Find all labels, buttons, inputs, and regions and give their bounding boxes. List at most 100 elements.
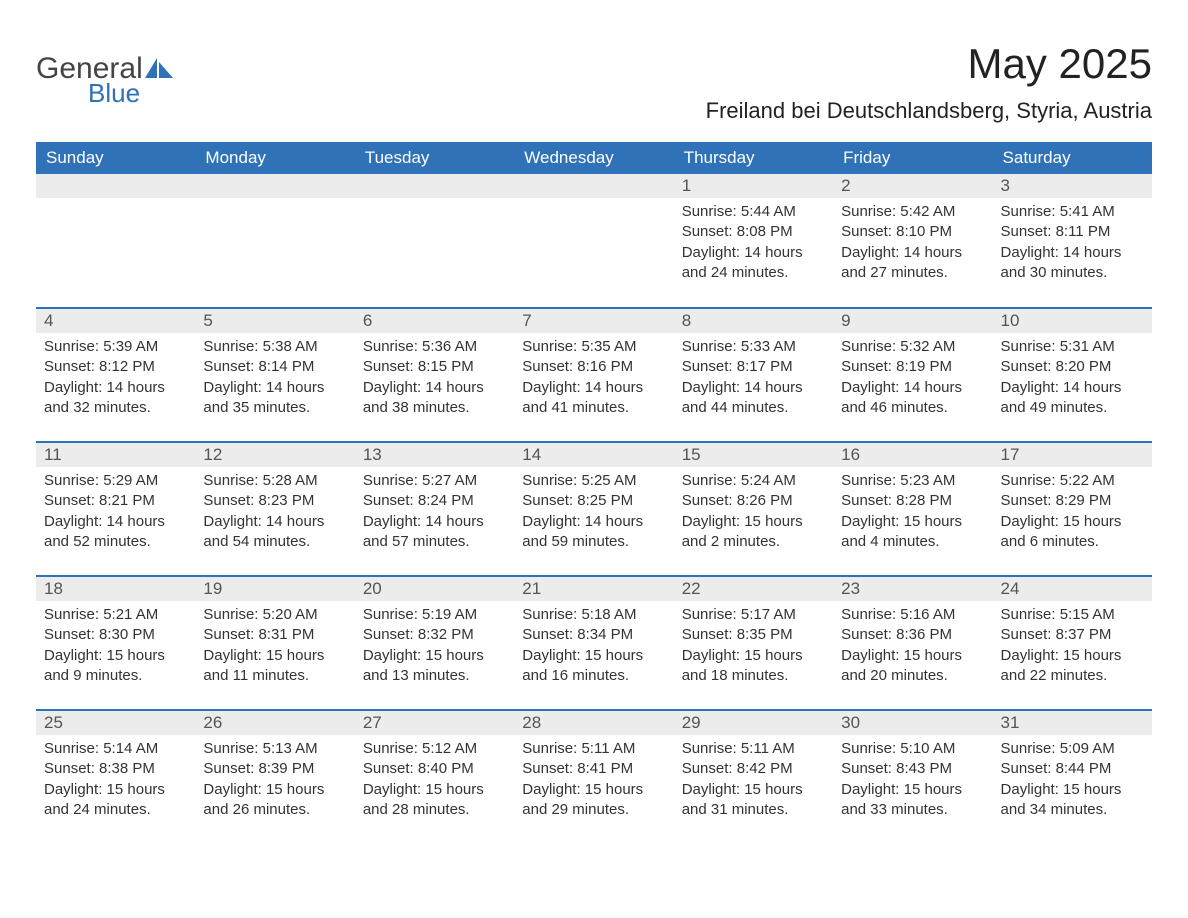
daylight-text: Daylight: 14 hours and 54 minutes. xyxy=(203,512,346,553)
sunset-text: Sunset: 8:32 PM xyxy=(363,625,506,645)
daylight-text: Daylight: 15 hours and 9 minutes. xyxy=(44,646,187,687)
day-number: 22 xyxy=(674,577,833,601)
day-number: 24 xyxy=(993,577,1152,601)
day-number: 21 xyxy=(514,577,673,601)
daylight-text: Daylight: 14 hours and 38 minutes. xyxy=(363,378,506,419)
day-body: Sunrise: 5:27 AMSunset: 8:24 PMDaylight:… xyxy=(355,467,514,558)
month-title: May 2025 xyxy=(706,40,1152,88)
daylight-text: Daylight: 14 hours and 46 minutes. xyxy=(841,378,984,419)
sunset-text: Sunset: 8:20 PM xyxy=(1001,357,1144,377)
calendar-cell xyxy=(514,174,673,308)
sunrise-text: Sunrise: 5:17 AM xyxy=(682,605,825,625)
day-number: 26 xyxy=(195,711,354,735)
calendar-cell: 14Sunrise: 5:25 AMSunset: 8:25 PMDayligh… xyxy=(514,442,673,576)
sunset-text: Sunset: 8:21 PM xyxy=(44,491,187,511)
daylight-text: Daylight: 15 hours and 6 minutes. xyxy=(1001,512,1144,553)
calendar-cell: 26Sunrise: 5:13 AMSunset: 8:39 PMDayligh… xyxy=(195,710,354,844)
calendar-cell: 3Sunrise: 5:41 AMSunset: 8:11 PMDaylight… xyxy=(993,174,1152,308)
logo: General Blue xyxy=(36,40,173,109)
day-number: 6 xyxy=(355,309,514,333)
weekday-header: Tuesday xyxy=(355,142,514,174)
calendar-cell: 9Sunrise: 5:32 AMSunset: 8:19 PMDaylight… xyxy=(833,308,992,442)
sunset-text: Sunset: 8:24 PM xyxy=(363,491,506,511)
day-number: 27 xyxy=(355,711,514,735)
daylight-text: Daylight: 15 hours and 18 minutes. xyxy=(682,646,825,687)
daylight-text: Daylight: 15 hours and 22 minutes. xyxy=(1001,646,1144,687)
calendar-cell: 17Sunrise: 5:22 AMSunset: 8:29 PMDayligh… xyxy=(993,442,1152,576)
daylight-text: Daylight: 14 hours and 32 minutes. xyxy=(44,378,187,419)
location-text: Freiland bei Deutschlandsberg, Styria, A… xyxy=(706,98,1152,124)
daylight-text: Daylight: 15 hours and 28 minutes. xyxy=(363,780,506,821)
day-body: Sunrise: 5:11 AMSunset: 8:42 PMDaylight:… xyxy=(674,735,833,826)
day-body: Sunrise: 5:41 AMSunset: 8:11 PMDaylight:… xyxy=(993,198,1152,289)
daylight-text: Daylight: 15 hours and 20 minutes. xyxy=(841,646,984,687)
day-number: 15 xyxy=(674,443,833,467)
daylight-text: Daylight: 15 hours and 4 minutes. xyxy=(841,512,984,553)
sunset-text: Sunset: 8:38 PM xyxy=(44,759,187,779)
sunrise-text: Sunrise: 5:22 AM xyxy=(1001,471,1144,491)
calendar-cell: 15Sunrise: 5:24 AMSunset: 8:26 PMDayligh… xyxy=(674,442,833,576)
sunset-text: Sunset: 8:34 PM xyxy=(522,625,665,645)
sunset-text: Sunset: 8:29 PM xyxy=(1001,491,1144,511)
daylight-text: Daylight: 15 hours and 16 minutes. xyxy=(522,646,665,687)
weekday-header: Thursday xyxy=(674,142,833,174)
day-number: 19 xyxy=(195,577,354,601)
calendar-cell: 7Sunrise: 5:35 AMSunset: 8:16 PMDaylight… xyxy=(514,308,673,442)
sunrise-text: Sunrise: 5:44 AM xyxy=(682,202,825,222)
sunset-text: Sunset: 8:41 PM xyxy=(522,759,665,779)
day-number: 23 xyxy=(833,577,992,601)
sunset-text: Sunset: 8:25 PM xyxy=(522,491,665,511)
sunset-text: Sunset: 8:10 PM xyxy=(841,222,984,242)
daylight-text: Daylight: 14 hours and 24 minutes. xyxy=(682,243,825,284)
day-body: Sunrise: 5:11 AMSunset: 8:41 PMDaylight:… xyxy=(514,735,673,826)
calendar-cell: 19Sunrise: 5:20 AMSunset: 8:31 PMDayligh… xyxy=(195,576,354,710)
sunset-text: Sunset: 8:39 PM xyxy=(203,759,346,779)
sunrise-text: Sunrise: 5:33 AM xyxy=(682,337,825,357)
day-body: Sunrise: 5:17 AMSunset: 8:35 PMDaylight:… xyxy=(674,601,833,692)
calendar-cell: 4Sunrise: 5:39 AMSunset: 8:12 PMDaylight… xyxy=(36,308,195,442)
sunset-text: Sunset: 8:42 PM xyxy=(682,759,825,779)
daylight-text: Daylight: 15 hours and 13 minutes. xyxy=(363,646,506,687)
calendar-cell: 27Sunrise: 5:12 AMSunset: 8:40 PMDayligh… xyxy=(355,710,514,844)
day-number: 14 xyxy=(514,443,673,467)
daylight-text: Daylight: 14 hours and 44 minutes. xyxy=(682,378,825,419)
day-number: 9 xyxy=(833,309,992,333)
calendar-cell: 18Sunrise: 5:21 AMSunset: 8:30 PMDayligh… xyxy=(36,576,195,710)
daylight-text: Daylight: 15 hours and 11 minutes. xyxy=(203,646,346,687)
daylight-text: Daylight: 14 hours and 59 minutes. xyxy=(522,512,665,553)
calendar-cell: 28Sunrise: 5:11 AMSunset: 8:41 PMDayligh… xyxy=(514,710,673,844)
calendar-cell: 5Sunrise: 5:38 AMSunset: 8:14 PMDaylight… xyxy=(195,308,354,442)
day-body: Sunrise: 5:32 AMSunset: 8:19 PMDaylight:… xyxy=(833,333,992,424)
day-body: Sunrise: 5:24 AMSunset: 8:26 PMDaylight:… xyxy=(674,467,833,558)
sunset-text: Sunset: 8:35 PM xyxy=(682,625,825,645)
sunset-text: Sunset: 8:26 PM xyxy=(682,491,825,511)
day-body: Sunrise: 5:13 AMSunset: 8:39 PMDaylight:… xyxy=(195,735,354,826)
sunrise-text: Sunrise: 5:20 AM xyxy=(203,605,346,625)
weekday-header: Sunday xyxy=(36,142,195,174)
calendar-cell: 13Sunrise: 5:27 AMSunset: 8:24 PMDayligh… xyxy=(355,442,514,576)
sunset-text: Sunset: 8:37 PM xyxy=(1001,625,1144,645)
daylight-text: Daylight: 15 hours and 31 minutes. xyxy=(682,780,825,821)
day-number: 3 xyxy=(993,174,1152,198)
sunset-text: Sunset: 8:17 PM xyxy=(682,357,825,377)
day-body: Sunrise: 5:23 AMSunset: 8:28 PMDaylight:… xyxy=(833,467,992,558)
sunset-text: Sunset: 8:30 PM xyxy=(44,625,187,645)
day-number: 29 xyxy=(674,711,833,735)
day-body: Sunrise: 5:28 AMSunset: 8:23 PMDaylight:… xyxy=(195,467,354,558)
day-body: Sunrise: 5:20 AMSunset: 8:31 PMDaylight:… xyxy=(195,601,354,692)
calendar-cell: 30Sunrise: 5:10 AMSunset: 8:43 PMDayligh… xyxy=(833,710,992,844)
sunrise-text: Sunrise: 5:36 AM xyxy=(363,337,506,357)
day-number: 8 xyxy=(674,309,833,333)
sunrise-text: Sunrise: 5:18 AM xyxy=(522,605,665,625)
sunrise-text: Sunrise: 5:15 AM xyxy=(1001,605,1144,625)
day-number xyxy=(355,174,514,198)
calendar-cell: 8Sunrise: 5:33 AMSunset: 8:17 PMDaylight… xyxy=(674,308,833,442)
sunset-text: Sunset: 8:16 PM xyxy=(522,357,665,377)
day-body: Sunrise: 5:42 AMSunset: 8:10 PMDaylight:… xyxy=(833,198,992,289)
calendar-cell: 16Sunrise: 5:23 AMSunset: 8:28 PMDayligh… xyxy=(833,442,992,576)
day-body: Sunrise: 5:33 AMSunset: 8:17 PMDaylight:… xyxy=(674,333,833,424)
weekday-header: Monday xyxy=(195,142,354,174)
day-body: Sunrise: 5:44 AMSunset: 8:08 PMDaylight:… xyxy=(674,198,833,289)
day-body: Sunrise: 5:25 AMSunset: 8:25 PMDaylight:… xyxy=(514,467,673,558)
day-number: 2 xyxy=(833,174,992,198)
